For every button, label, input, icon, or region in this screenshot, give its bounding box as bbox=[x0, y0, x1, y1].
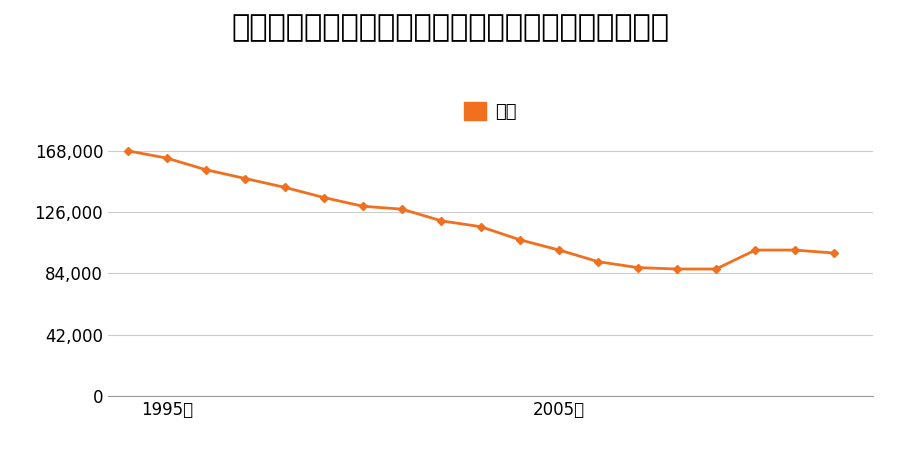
Text: 宮城県仙台市泉区七北田字横山４０番３７の地価推移: 宮城県仙台市泉区七北田字横山４０番３７の地価推移 bbox=[231, 14, 669, 42]
Legend: 価格: 価格 bbox=[457, 94, 524, 128]
